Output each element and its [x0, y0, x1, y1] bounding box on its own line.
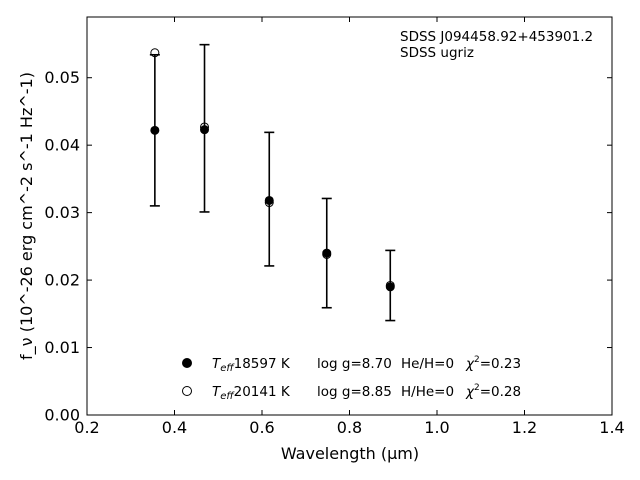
y-tick-label: 0.04 [44, 136, 80, 155]
x-tick-label: 0.8 [337, 418, 362, 437]
annotation-object-name: SDSS J094458.92+453901.2 [400, 29, 593, 45]
point-model-2 [200, 122, 210, 132]
data-markers [150, 48, 395, 292]
plot-frame [86, 16, 613, 416]
y-tick-label: 0.05 [44, 68, 80, 87]
point-model-1 [200, 125, 210, 135]
y-tick-label: 0.03 [44, 203, 80, 222]
legend-label-2: Teff20141 K [212, 384, 291, 402]
x-tick-labels: 0.2 0.4 0.6 0.8 1.0 1.2 1.4 [74, 418, 624, 437]
x-tick-label: 1.4 [599, 418, 624, 437]
y-tick-label: 0.00 [44, 406, 80, 425]
legend-label-2-chi: χ2=0.28 [465, 383, 521, 400]
point-model-2 [322, 249, 332, 259]
legend-marker-filled [182, 358, 192, 368]
point-model-2 [264, 198, 274, 208]
legend: Teff18597 K log g=8.70 He/H=0 χ2=0.23 Te… [182, 355, 521, 402]
point-model-1 [150, 125, 160, 135]
legend-label-1-rest: log g=8.70 [317, 356, 392, 372]
y-tick-labels: 0.00 0.01 0.02 0.03 0.04 0.05 [44, 68, 80, 424]
x-tick-label: 0.6 [249, 418, 274, 437]
point-model-2 [150, 48, 160, 58]
x-tick-label: 0.2 [74, 418, 99, 437]
y-tick-label: 0.02 [44, 271, 80, 290]
x-axis-label: Wavelength (μm) [281, 444, 419, 463]
legend-label-1-chi: χ2=0.23 [465, 355, 521, 372]
y-tick-label: 0.01 [44, 338, 80, 357]
legend-label-1-comp: He/H=0 [401, 356, 454, 372]
legend-label-2-comp: H/He=0 [401, 384, 454, 400]
x-tick-label: 0.4 [162, 418, 187, 437]
point-model-2 [385, 280, 395, 290]
legend-label-2-rest: log g=8.85 [317, 384, 392, 400]
x-tick-label: 1.2 [512, 418, 537, 437]
legend-marker-open [182, 386, 192, 396]
y-axis-label: f_ν (10^-26 erg cm^-2 s^-1 Hz^-1) [17, 72, 37, 360]
legend-label-1: Teff18597 K [212, 356, 291, 374]
x-tick-label: 1.0 [424, 418, 449, 437]
annotation-filters: SDSS ugriz [400, 45, 474, 61]
